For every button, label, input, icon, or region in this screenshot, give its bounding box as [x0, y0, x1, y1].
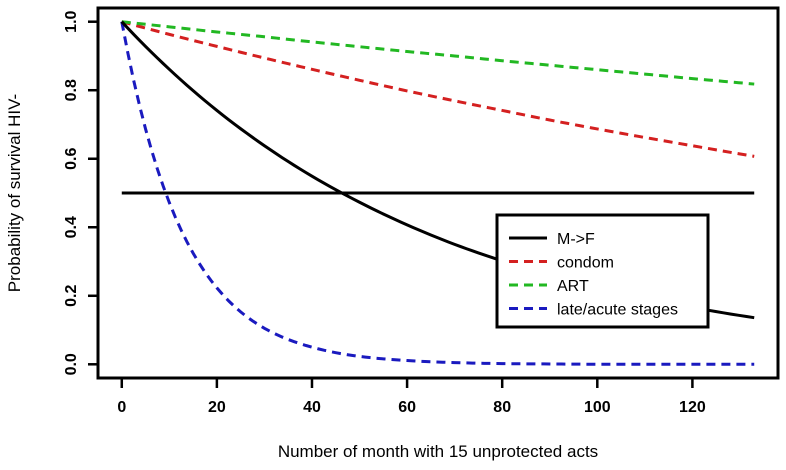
- x-axis: 0 20 40 60 80 100 120: [117, 378, 706, 416]
- y-tick-label: 0.8: [63, 79, 80, 101]
- x-tick-label: 60: [398, 399, 416, 416]
- legend-label: M->F: [557, 231, 595, 248]
- x-tick-label: 40: [303, 399, 321, 416]
- x-tick-label: 20: [208, 399, 226, 416]
- y-axis: 0.0 0.2 0.4 0.6 0.8 1.0: [63, 10, 98, 375]
- y-tick-label: 1.0: [63, 10, 80, 32]
- legend-label: late/acute stages: [557, 302, 678, 319]
- legend: M->F condom ART late/acute stages: [495, 213, 710, 329]
- x-tick-label: 100: [584, 399, 611, 416]
- y-tick-label: 0.2: [63, 285, 80, 307]
- x-tick-label: 120: [679, 399, 706, 416]
- plot-frame: [96, 6, 780, 380]
- x-tick-label: 0: [117, 399, 126, 416]
- y-tick-label: 0.0: [63, 353, 80, 375]
- y-tick-label: 0.6: [63, 148, 80, 170]
- legend-label: condom: [557, 255, 614, 272]
- legend-label: ART: [557, 278, 589, 295]
- x-tick-label: 80: [493, 399, 511, 416]
- y-tick-label: 0.4: [63, 216, 80, 238]
- x-axis-label: Number of month with 15 unprotected acts: [278, 442, 598, 461]
- series-line-art: [121, 20, 755, 86]
- series-line-condom: [121, 20, 755, 158]
- series-line-late-acute-stages: [120, 21, 755, 366]
- y-axis-label: Probability of survival HIV-: [5, 94, 24, 292]
